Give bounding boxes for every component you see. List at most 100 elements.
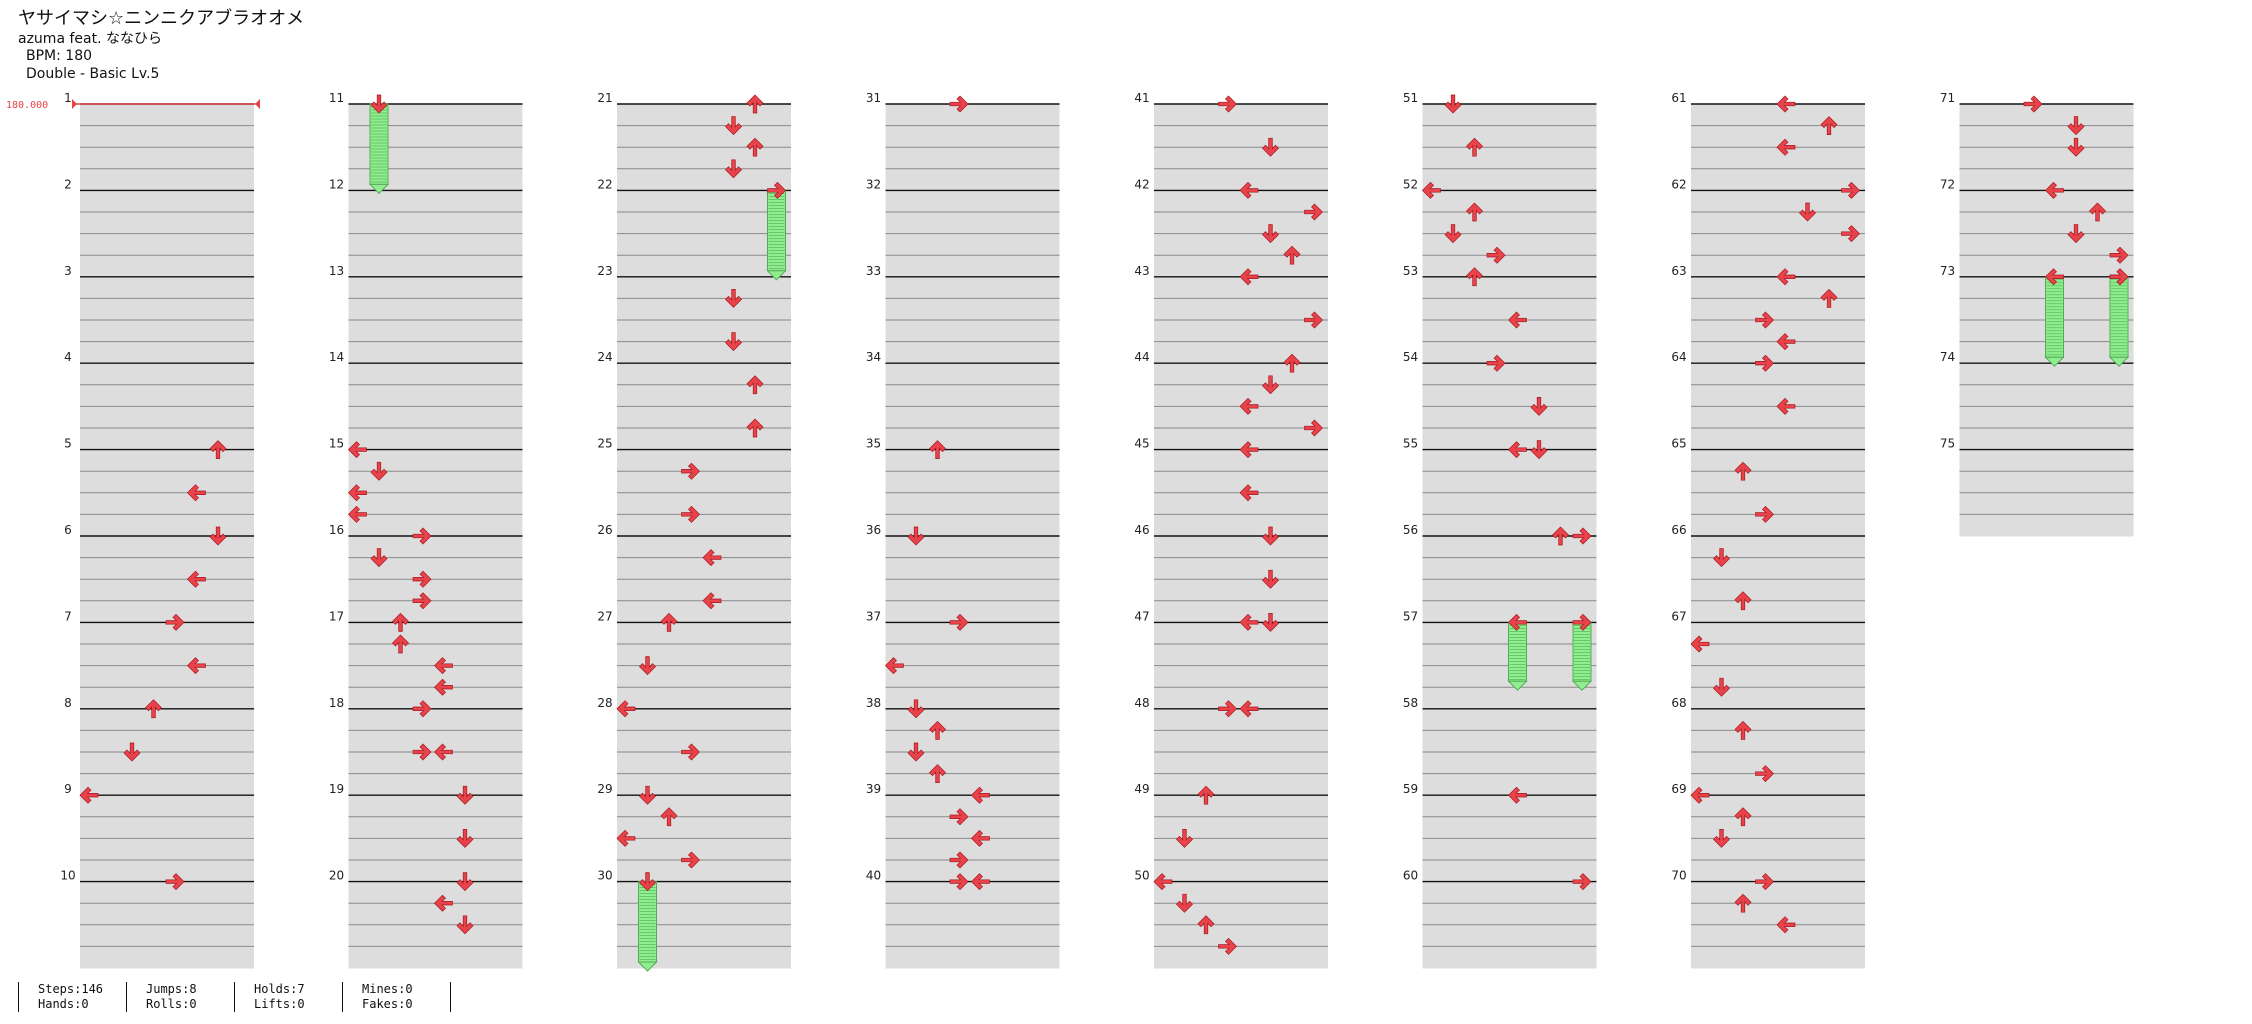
beat-band: [885, 428, 1060, 451]
beat-band: [348, 428, 523, 451]
arrow-up-icon: [1466, 202, 1483, 222]
beat-band: [885, 795, 1060, 818]
beat-band: [885, 342, 1060, 364]
arrow-left-icon: [1239, 397, 1259, 415]
beat-band: [80, 234, 254, 256]
beat-band: [80, 147, 254, 170]
beat-band: [1422, 450, 1597, 472]
beat-band: [1154, 925, 1328, 947]
arrow-up-icon: [660, 807, 678, 827]
beat-band: [617, 666, 791, 688]
beat-band: [348, 147, 523, 170]
beat-band: [617, 882, 791, 904]
arrow-right-icon: [681, 743, 700, 761]
arrow-down-icon: [725, 116, 742, 136]
beat-band: [885, 277, 1060, 299]
beat-band: [1691, 255, 1865, 278]
arrow-down-icon: [1262, 224, 1279, 244]
beat-band: [1959, 428, 2134, 451]
arrow-down-icon: [456, 915, 474, 935]
beat-band: [348, 255, 523, 278]
arrow-up-icon: [2089, 202, 2106, 222]
beat-band: [348, 666, 523, 688]
beat-band: [1691, 687, 1865, 710]
beat-band: [1154, 255, 1328, 278]
beat-band: [1422, 709, 1597, 731]
arrow-up-icon: [145, 699, 162, 719]
beat-band: [617, 190, 791, 213]
measure-number: 10: [60, 869, 75, 883]
arrow-left-icon: [348, 484, 367, 502]
beat-band: [348, 493, 523, 515]
measure-number: 41: [1134, 91, 1149, 105]
arrow-right-icon: [1304, 203, 1323, 221]
arrow-down-icon: [370, 461, 388, 481]
beat-band: [1691, 363, 1865, 386]
measure-number: 20: [329, 869, 344, 883]
arrow-down-icon: [1262, 375, 1279, 395]
beat-band: [1154, 666, 1328, 688]
arrow-right-icon: [412, 743, 432, 761]
beat-band: [1422, 190, 1597, 213]
beat-band: [80, 190, 254, 213]
beat-band: [1691, 817, 1865, 839]
arrow-down-icon: [2067, 116, 2085, 136]
arrow-right-icon: [681, 462, 700, 480]
beat-band: [1691, 536, 1865, 559]
beat-band: [1422, 212, 1597, 235]
arrow-right-icon: [949, 95, 969, 113]
beat-band: [1691, 320, 1865, 343]
beat-band: [348, 385, 523, 407]
beat-band: [348, 406, 523, 429]
arrow-right-icon: [949, 808, 969, 826]
arrow-down-icon: [456, 872, 474, 892]
arrow-right-icon: [1572, 613, 1592, 631]
beat-band: [1691, 666, 1865, 688]
measure-number: 69: [1671, 782, 1686, 796]
beat-band: [1959, 147, 2134, 170]
beat-band: [1154, 817, 1328, 839]
arrow-left-icon: [1776, 138, 1796, 156]
arrow-left-icon: [1239, 484, 1259, 502]
stat-lifts: Lifts:0: [254, 997, 305, 1011]
beat-band: [348, 946, 523, 969]
arrow-left-icon: [1776, 397, 1796, 415]
song-difficulty: Double - Basic Lv.5: [26, 65, 160, 82]
arrow-left-icon: [2045, 268, 2064, 286]
beat-band: [1154, 363, 1328, 386]
beat-band: [885, 882, 1060, 904]
measure-number: 60: [1403, 869, 1418, 883]
beat-band: [80, 903, 254, 926]
hold-tail: [368, 183, 390, 195]
beat-band: [617, 817, 791, 839]
arrow-left-icon: [2045, 181, 2064, 199]
arrow-up-icon: [392, 612, 409, 632]
beat-band: [348, 342, 523, 364]
beat-band: [617, 493, 791, 515]
beat-band: [1154, 493, 1328, 515]
beat-band: [1154, 622, 1328, 645]
beat-band: [885, 471, 1060, 494]
beat-band: [617, 363, 791, 386]
beat-band: [1154, 946, 1328, 969]
beat-band: [348, 860, 523, 883]
arrow-left-icon: [1239, 613, 1259, 631]
arrow-up-icon: [1552, 526, 1569, 546]
beat-band: [1422, 342, 1597, 364]
beat-band: [1422, 817, 1597, 839]
arrow-right-icon: [2109, 246, 2129, 264]
beat-band: [617, 558, 791, 580]
beat-band: [348, 169, 523, 191]
beat-band: [1691, 342, 1865, 364]
beat-band: [80, 277, 254, 299]
beat-band: [617, 687, 791, 710]
beat-band: [1154, 212, 1328, 235]
beat-band: [80, 709, 254, 731]
beat-band: [348, 190, 523, 213]
measure-number: 17: [329, 609, 344, 623]
beat-band: [617, 212, 791, 235]
beat-band: [1422, 298, 1597, 321]
arrow-left-icon: [1776, 916, 1796, 934]
arrow-up-icon: [209, 440, 227, 459]
